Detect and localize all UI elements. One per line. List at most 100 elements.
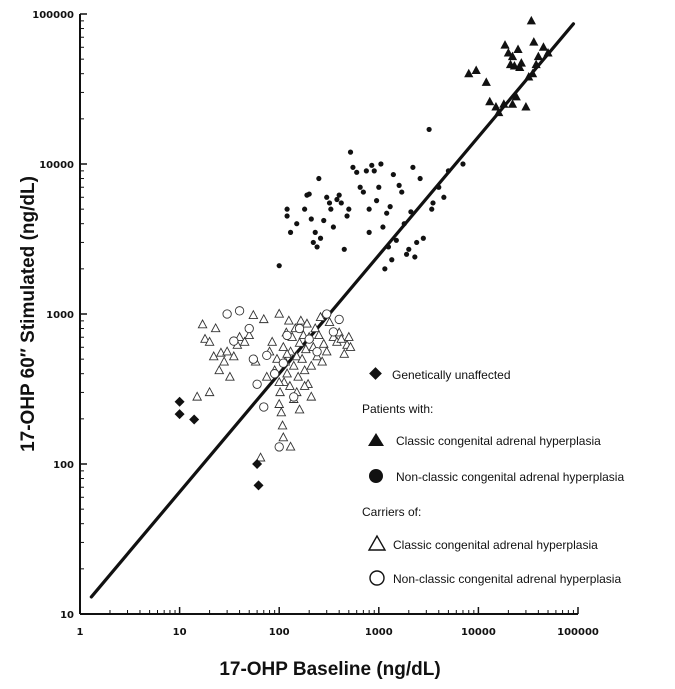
classic-patient-point — [464, 68, 474, 78]
legend-label-unaffected: Genetically unaffected — [392, 368, 511, 382]
nonclassic-patient-point — [441, 194, 447, 200]
nonclassic-patient-point — [384, 210, 390, 216]
nonclassic-carrier-point — [222, 309, 232, 319]
classic-patient-point — [538, 42, 549, 51]
classic-carrier-point — [192, 391, 203, 401]
y-tick-label: 10 — [60, 610, 74, 621]
nonclassic-patient-point — [334, 196, 340, 203]
classic-patient-point — [485, 96, 495, 106]
nonclassic-carrier-point — [274, 442, 284, 452]
classic-carrier-point — [258, 313, 269, 324]
nonclassic-carrier-point — [248, 354, 258, 364]
nonclassic-patient-point — [390, 171, 396, 178]
classic-carrier-point — [278, 341, 289, 351]
nonclassic-patient-point — [376, 184, 382, 190]
nonclassic-patient-point — [387, 203, 393, 210]
classic-carrier-point — [210, 322, 221, 333]
nonclassic-patient-point — [389, 257, 395, 263]
classic-carrier-point — [204, 386, 215, 397]
y-tick-label: 1000 — [46, 310, 74, 321]
x-tick-label: 10 — [173, 627, 187, 638]
classic-patient-point — [509, 61, 520, 70]
nonclassic-patient-point — [360, 189, 366, 195]
nonclassic-carrier-point — [278, 358, 288, 368]
classic-patient-point — [543, 47, 553, 57]
classic-carrier-point — [339, 348, 350, 358]
legend-heading-carriers: Carriers of: — [362, 505, 421, 519]
unaffected-point — [189, 414, 200, 425]
y-tick-label: 100000 — [32, 10, 74, 21]
x-tick-label: 10000 — [461, 627, 496, 638]
legend-heading-patients: Patients with: — [362, 402, 433, 416]
nonclassic-patient-point — [347, 149, 354, 155]
nonclassic-patient-point — [366, 229, 372, 235]
classic-carrier-point — [315, 311, 326, 321]
nonclassic-carrier-point — [269, 369, 280, 379]
classic-carrier-point — [288, 360, 299, 370]
nonclassic-patient-point — [354, 169, 360, 175]
x-tick-label: 100000 — [557, 627, 599, 638]
classic-carrier-point — [244, 329, 255, 340]
nonclassic-patient-point — [369, 162, 375, 168]
classic-carrier-point — [324, 316, 335, 326]
classic-carrier-point — [214, 364, 225, 375]
classic-patient-point — [503, 47, 513, 57]
classic-patient-point — [513, 44, 523, 53]
unaffected-point — [174, 396, 185, 407]
classic-patient-point — [491, 101, 501, 111]
classic-carrier-point — [278, 432, 289, 442]
y-tick-label: 100 — [53, 460, 74, 471]
nonclassic-carrier-point — [294, 323, 305, 334]
classic-carrier-point — [222, 346, 233, 356]
legend-label-patient-classic: Classic congenital adrenal hyperplasia — [396, 434, 601, 448]
nonclassic-patient-point — [420, 235, 426, 241]
nonclassic-patient-point — [378, 161, 384, 167]
nonclassic-patient-point — [310, 239, 316, 246]
nonclassic-patient-point — [406, 246, 412, 252]
nonclassic-carrier-point — [252, 379, 262, 389]
classic-carrier-point — [284, 380, 295, 390]
classic-carrier-point — [228, 351, 239, 361]
legend-open-circle-marker — [369, 570, 385, 586]
nonclassic-patient-point — [401, 221, 407, 227]
classic-carrier-point — [197, 319, 208, 329]
nonclassic-carrier-point — [328, 327, 339, 337]
classic-carrier-point — [277, 420, 288, 430]
classic-patient-point — [507, 99, 518, 108]
classic-carrier-point — [299, 380, 310, 390]
classic-patient-point — [507, 51, 518, 61]
nonclassic-patient-point — [382, 266, 388, 272]
legend-filled-triangle-marker — [368, 433, 384, 446]
legend-label-patient-nonclassic: Non-classic congenital adrenal hyperplas… — [396, 470, 624, 484]
classic-carrier-point — [306, 360, 317, 370]
nonclassic-patient-point — [408, 209, 414, 215]
classic-patient-point — [531, 59, 541, 69]
classic-carrier-point — [282, 348, 293, 358]
unaffected-point — [174, 409, 185, 420]
classic-carrier-point — [294, 337, 305, 347]
nonclassic-carrier-point — [334, 314, 344, 325]
nonclassic-patient-point — [308, 216, 314, 222]
classic-carrier-point — [336, 333, 347, 343]
regression-line — [89, 22, 576, 599]
classic-patient-point — [494, 107, 504, 117]
legend-filled-circle-marker — [369, 469, 383, 483]
classic-carrier-point — [294, 404, 305, 414]
nonclassic-patient-point — [412, 254, 418, 260]
nonclassic-patient-point — [276, 263, 282, 269]
classic-carrier-point — [291, 351, 302, 361]
classic-carrier-point — [274, 398, 285, 408]
classic-patient-point — [471, 65, 481, 75]
nonclassic-carrier-point — [312, 347, 322, 357]
classic-carrier-point — [299, 364, 310, 375]
nonclassic-patient-point — [284, 206, 290, 212]
nonclassic-patient-point — [326, 200, 333, 206]
nonclassic-patient-point — [328, 206, 334, 212]
legend-open-triangle-marker — [367, 534, 387, 551]
classic-carrier-point — [275, 386, 286, 397]
classic-patient-point — [533, 51, 543, 61]
nonclassic-patient-point — [294, 221, 300, 227]
classic-patient-point — [521, 101, 531, 111]
nonclassic-patient-point — [357, 184, 363, 190]
